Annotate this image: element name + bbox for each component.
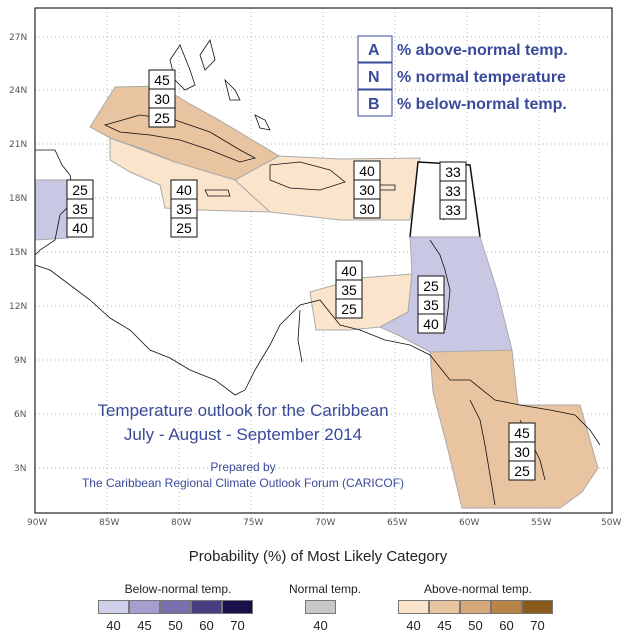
key-a-letter: A (368, 42, 380, 59)
key-box-b (357, 89, 393, 117)
prob-value: 40 (72, 220, 88, 236)
prob-value: 25 (341, 301, 357, 317)
prob-box (335, 298, 363, 319)
colorbar-value: 45 (437, 618, 452, 633)
zone-belize (34, 179, 69, 241)
prob-value: 45 (154, 72, 170, 88)
prob-value: 40 (423, 316, 439, 332)
colorbar-swatch (522, 600, 553, 614)
lon-tick: 70W (315, 518, 335, 528)
key-a-text: % above-normal temp. (397, 42, 568, 59)
lat-tick: 24N (9, 86, 27, 96)
colorbar-value: 40 (406, 618, 421, 633)
colorbar-value: 45 (137, 618, 152, 633)
prob-value: 25 (423, 278, 439, 294)
prob-value: 40 (341, 263, 357, 279)
lon-tick: 75W (243, 518, 263, 528)
lon-tick: 50W (601, 518, 621, 528)
colorbar-value: 40 (106, 618, 121, 633)
prob-box (353, 198, 381, 219)
lon-tick: 65W (387, 518, 407, 528)
colorbar-swatch (305, 600, 336, 614)
prob-box (508, 460, 536, 481)
map-frame (34, 7, 613, 514)
lat-tick: 12N (9, 302, 27, 312)
prob-value: 25 (514, 463, 530, 479)
colorbar-value: 50 (168, 618, 183, 633)
lat-tick: 27N (9, 33, 27, 43)
key-box-a (357, 35, 393, 63)
prob-value: 45 (514, 425, 530, 441)
prob-box (439, 199, 467, 220)
map-title-line1: Temperature outlook for the Caribbean (97, 401, 388, 420)
lat-tick: 6N (14, 410, 26, 420)
prob-value: 25 (154, 110, 170, 126)
lat-tick: 3N (14, 464, 26, 474)
prob-box (148, 107, 176, 128)
prob-box (170, 217, 198, 238)
lon-tick: 60W (459, 518, 479, 528)
colorbar-swatch (398, 600, 429, 614)
prepared-by: Prepared by (210, 460, 275, 474)
key-box-n (357, 62, 393, 90)
lat-tick: 15N (9, 248, 27, 258)
lat-tick: 9N (14, 356, 26, 366)
key-legend: A % above-normal temp. N % normal temper… (357, 35, 568, 117)
colorbar-value: 70 (530, 618, 545, 633)
prob-value: 33 (445, 202, 461, 218)
lat-ticks: 27N 24N 21N 18N 15N 12N 9N 6N 3N (9, 33, 27, 474)
colorbar-swatch (160, 600, 191, 614)
colorbar-swatch (460, 600, 491, 614)
colorbar-above-label: Above-normal temp. (423, 582, 533, 596)
colorbar-value: 60 (499, 618, 514, 633)
lat-tick: 18N (9, 194, 27, 204)
prob-value: 30 (514, 444, 530, 460)
key-n-text: % normal temperature (397, 69, 566, 86)
colorbar-swatch (491, 600, 522, 614)
colorbar-title: Probability (%) of Most Likely Category (188, 548, 448, 565)
colorbar-swatch (98, 600, 129, 614)
prob-value: 35 (341, 282, 357, 298)
prob-value: 33 (445, 164, 461, 180)
prob-box (417, 313, 445, 334)
lon-tick: 55W (531, 518, 551, 528)
prob-value: 35 (176, 201, 192, 217)
prob-value: 30 (154, 91, 170, 107)
lat-tick: 21N (9, 140, 27, 150)
prob-value: 30 (359, 182, 375, 198)
prepared-org: The Caribbean Regional Climate Outlook F… (82, 476, 404, 490)
lon-ticks: 90W 85W 80W 75W 70W 65W 60W 55W 50W (27, 518, 621, 528)
colorbar-value: 40 (313, 618, 328, 633)
colorbar-swatch (429, 600, 460, 614)
prob-value: 25 (72, 182, 88, 198)
colorbar-swatch (222, 600, 253, 614)
prob-value: 25 (176, 220, 192, 236)
lon-tick: 90W (27, 518, 47, 528)
prob-value: 40 (359, 163, 375, 179)
lon-tick: 85W (99, 518, 119, 528)
prob-value: 35 (423, 297, 439, 313)
prob-value: 35 (72, 201, 88, 217)
colorbar-below-label: Below-normal temp. (124, 582, 232, 596)
colorbar-swatch (129, 600, 160, 614)
colorbar-normal-label: Normal temp. (288, 582, 362, 596)
colorbar-value: 70 (230, 618, 245, 633)
prob-value: 30 (359, 201, 375, 217)
map-title-line2: July - August - September 2014 (124, 425, 362, 444)
key-n-letter: N (368, 69, 380, 86)
prob-value: 33 (445, 183, 461, 199)
colorbar-value: 50 (468, 618, 483, 633)
probability-labels: 45 30 25 40 35 25 40 30 30 25 35 40 33 33 33 40 35 25 25 35… (66, 69, 536, 481)
key-b-text: % below-normal temp. (397, 96, 567, 113)
colorbar-swatch (191, 600, 222, 614)
prob-value: 40 (176, 182, 192, 198)
prob-box (66, 217, 94, 238)
key-b-letter: B (368, 96, 380, 113)
colorbar-value: 60 (199, 618, 214, 633)
lon-tick: 80W (171, 518, 191, 528)
